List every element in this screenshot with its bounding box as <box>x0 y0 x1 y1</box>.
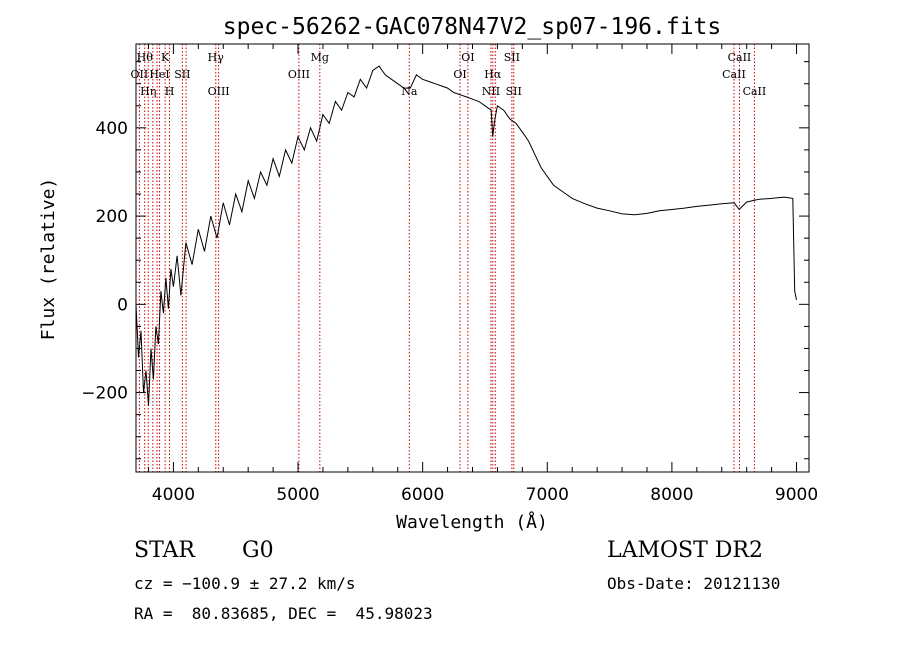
x-tick-label: 8000 <box>650 485 693 505</box>
y-tick-label: −200 <box>81 384 128 404</box>
plot-frame <box>135 43 810 473</box>
line-marker-label: OI <box>461 51 474 64</box>
line-marker-label: CaII <box>722 68 746 81</box>
line-marker-label: OI <box>453 68 466 81</box>
line-marker-label: Hγ <box>208 51 225 64</box>
object-subclass: G0 <box>242 538 274 563</box>
line-marker-label: Na <box>401 85 418 98</box>
line-marker-label: Hθ <box>137 51 154 64</box>
line-marker-label: HeI <box>149 68 169 81</box>
obs-date: Obs-Date: 20121130 <box>607 574 781 593</box>
line-marker-label: H <box>165 85 175 98</box>
line-marker-label: OII <box>131 68 149 81</box>
line-marker-label: CaII <box>728 51 752 64</box>
x-axis-ticks: 4000 5000 6000 7000 8000 9000 <box>147 44 818 505</box>
x-axis-label: Wavelength (Å) <box>396 511 548 533</box>
y-tick-label: 0 <box>117 295 128 315</box>
x-tick-label: 9000 <box>775 485 818 505</box>
y-tick-label: 400 <box>96 119 128 139</box>
x-tick-label: 5000 <box>276 485 319 505</box>
x-tick-label: 4000 <box>152 485 195 505</box>
line-marker-label: Mg <box>311 51 329 64</box>
line-marker-label: SII <box>174 68 190 81</box>
coordinates: RA = 80.83685, DEC = 45.98023 <box>134 604 433 623</box>
line-markers <box>138 44 755 472</box>
object-class: STAR <box>134 538 195 563</box>
redshift-line: cz = −100.9 ± 27.2 km/s <box>134 574 356 593</box>
line-marker-label: Hη <box>140 85 156 98</box>
spectrum-line <box>135 65 797 406</box>
chart-title: spec-56262-GAC078N47V2_sp07-196.fits <box>223 14 722 40</box>
line-marker-label: OIII <box>208 85 230 98</box>
line-marker-label: CaII <box>743 85 767 98</box>
line-marker-label: Hα <box>484 68 502 81</box>
x-tick-label: 7000 <box>526 485 569 505</box>
y-axis-label: Flux (relative) <box>38 178 59 341</box>
y-axis-ticks: −200 0 200 400 <box>81 61 809 460</box>
y-tick-label: 200 <box>96 207 128 227</box>
line-marker-label: SII <box>504 51 520 64</box>
survey-name: LAMOST DR2 <box>607 538 763 563</box>
line-marker-labels: OIIHθHηHeIKHSIIHγOIIIOIIIMgNaOIOINIIHαSI… <box>131 51 767 98</box>
line-marker-label: SII <box>506 85 522 98</box>
line-marker-label: OIII <box>288 68 310 81</box>
x-tick-label: 6000 <box>401 485 444 505</box>
line-marker-label: K <box>161 51 170 64</box>
line-marker-label: NII <box>482 85 500 98</box>
